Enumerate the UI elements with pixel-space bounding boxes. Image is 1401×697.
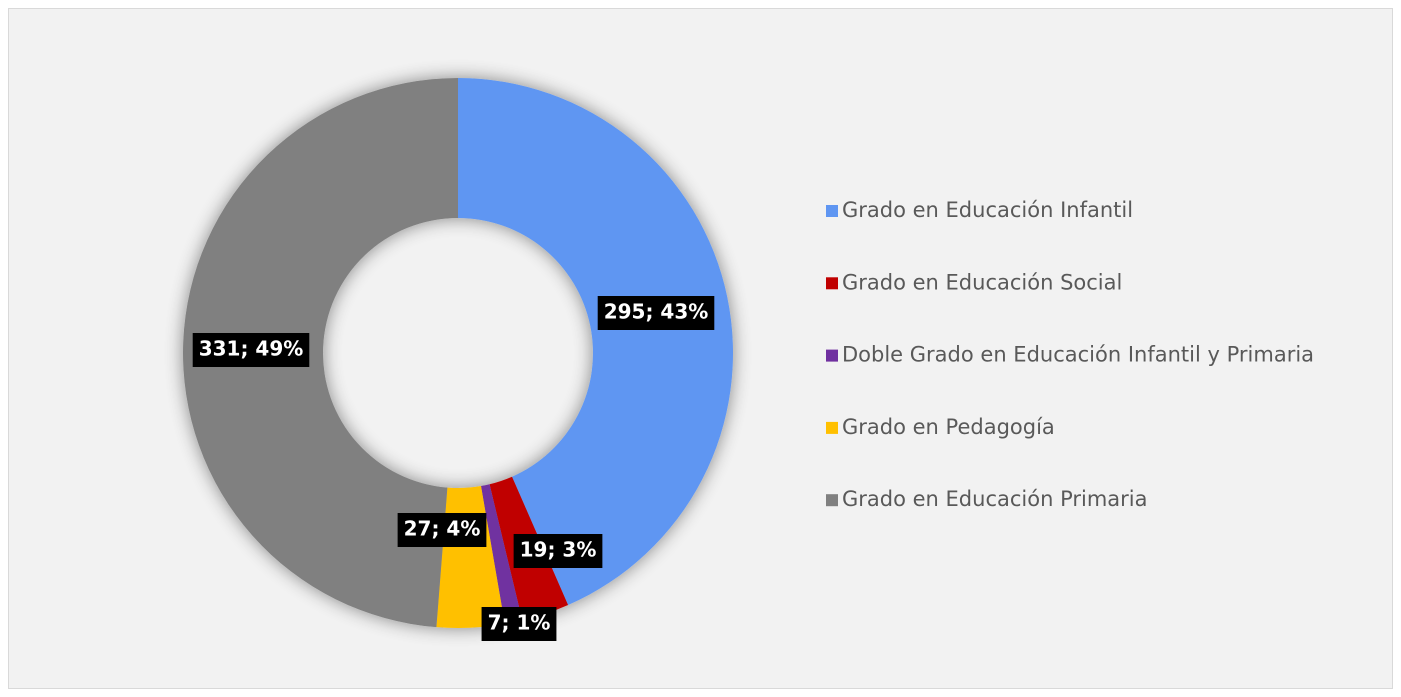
legend-label: Grado en Educación Social xyxy=(842,270,1122,294)
data-label: 295; 43% xyxy=(604,300,709,324)
legend-label: Grado en Pedagogía xyxy=(842,415,1055,439)
data-label: 27; 4% xyxy=(404,517,481,541)
legend-swatch xyxy=(826,349,838,362)
legend-swatch xyxy=(826,494,838,507)
data-label: 7; 1% xyxy=(488,611,551,635)
legend-label: Doble Grado en Educación Infantil y Prim… xyxy=(842,343,1314,367)
donut-segment xyxy=(458,78,734,606)
donut-segment xyxy=(480,484,523,624)
legend-label: Grado en Educación Infantil xyxy=(842,198,1133,222)
legend-swatch xyxy=(826,277,838,290)
data-label-box xyxy=(513,534,603,568)
data-label: 19; 3% xyxy=(520,538,597,562)
data-labels: 295; 43% 19; 3% 7; 1% 27; 4% 331; 49% xyxy=(192,296,715,641)
data-label-box xyxy=(397,513,487,547)
legend-label: Grado en Educación Primaria xyxy=(842,487,1148,511)
data-label-box xyxy=(192,333,310,367)
donut xyxy=(182,78,734,628)
legend-swatch xyxy=(826,421,838,434)
legend-swatch xyxy=(826,205,838,217)
donut-segment xyxy=(182,78,458,628)
data-label: 331; 49% xyxy=(199,337,304,361)
data-label-box xyxy=(481,607,557,641)
legend: Grado en Educación Infantil Grado en Educ… xyxy=(826,198,1314,511)
data-label-box xyxy=(597,296,715,330)
